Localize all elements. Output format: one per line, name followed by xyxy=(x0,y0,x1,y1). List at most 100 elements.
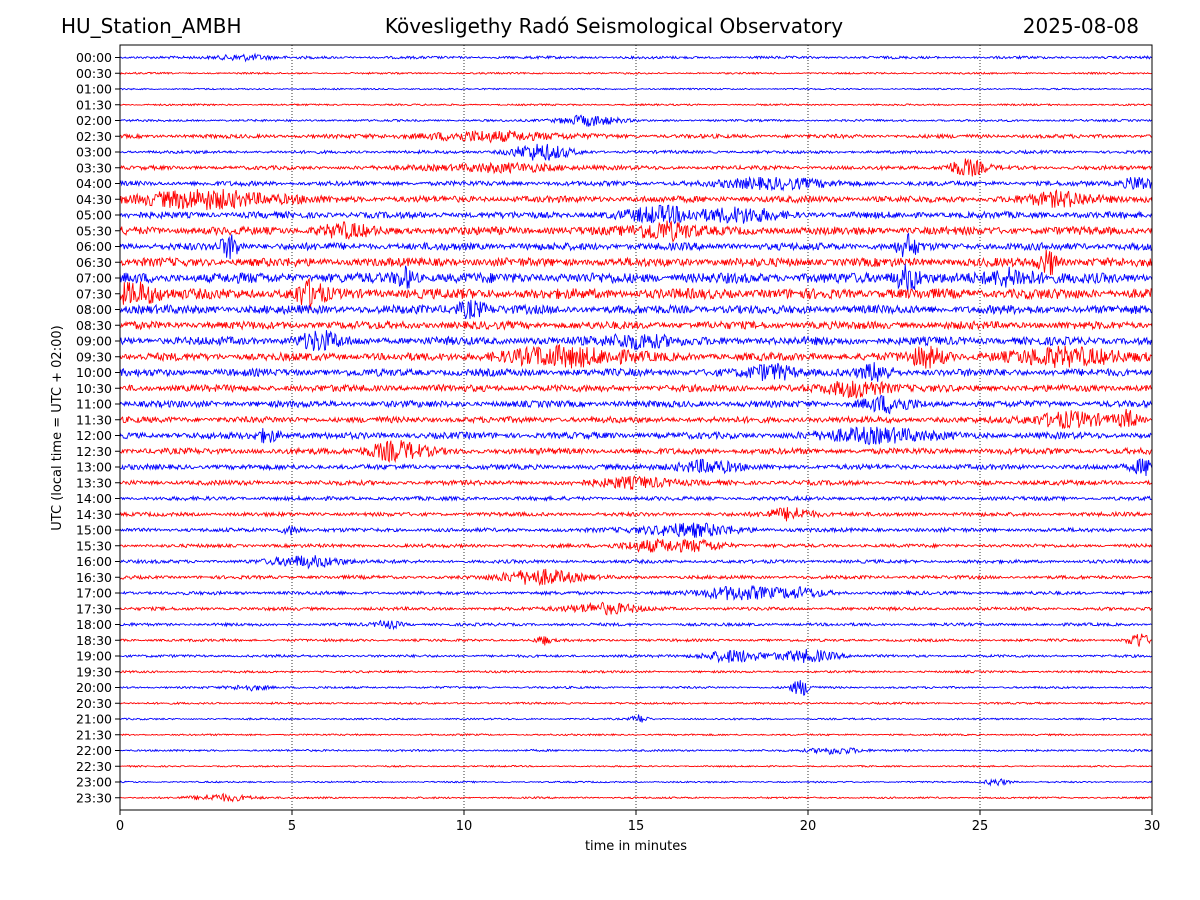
y-tick-label: 10:30 xyxy=(76,381,112,396)
y-tick-label: 23:30 xyxy=(76,790,112,805)
y-tick-label: 23:00 xyxy=(76,775,112,790)
x-tick-label: 25 xyxy=(972,819,989,834)
trace-line xyxy=(119,669,1153,674)
y-tick-label: 21:00 xyxy=(76,712,112,727)
trace-line xyxy=(119,408,1153,429)
y-tick-label: 15:30 xyxy=(76,538,112,553)
x-tick-label: 20 xyxy=(800,819,817,834)
y-tick-label: 14:30 xyxy=(76,507,112,522)
y-tick-label: 20:00 xyxy=(76,680,112,695)
trace-line xyxy=(119,380,1153,399)
y-tick-label: 13:30 xyxy=(76,475,112,490)
trace-line xyxy=(119,158,1153,177)
trace-line xyxy=(120,494,1153,502)
trace-line xyxy=(119,175,1153,192)
trace-line xyxy=(119,188,1153,211)
trace-line xyxy=(119,633,1153,647)
trace-line xyxy=(119,714,1153,723)
y-tick-label: 15:00 xyxy=(76,523,112,538)
trace-line xyxy=(119,507,1153,522)
y-tick-label: 00:00 xyxy=(76,50,112,65)
trace-line xyxy=(119,701,1153,706)
observatory-title: Kövesligethy Radó Seismological Observat… xyxy=(384,14,844,38)
y-tick-label: 06:30 xyxy=(76,255,112,270)
trace-line xyxy=(119,440,1153,464)
x-axis-label: time in minutes xyxy=(585,839,687,854)
x-axis: 0 5 10 15 20 25 30 xyxy=(116,810,1160,834)
trace-line xyxy=(119,263,1153,292)
y-tick-label: 09:00 xyxy=(76,334,112,349)
y-tick-label: 07:00 xyxy=(76,271,112,286)
trace-line xyxy=(119,747,1153,755)
y-tick-label: 11:00 xyxy=(76,397,112,412)
trace-line xyxy=(119,601,1153,616)
y-tick-label: 04:30 xyxy=(76,192,112,207)
y-tick-label: 18:30 xyxy=(76,633,112,648)
y-tick-label: 19:30 xyxy=(76,664,112,679)
trace-line xyxy=(119,538,1153,553)
record-date: 2025-08-08 xyxy=(1022,14,1139,38)
y-tick-label: 01:30 xyxy=(76,97,112,112)
y-tick-label: 21:30 xyxy=(76,727,112,742)
y-tick-label: 05:30 xyxy=(76,223,112,238)
y-tick-label: 16:30 xyxy=(76,570,112,585)
trace-line xyxy=(119,680,1153,696)
trace-line xyxy=(119,585,1153,601)
trace-line xyxy=(119,343,1153,369)
seismic-traces xyxy=(119,52,1153,803)
y-tick-label: 18:00 xyxy=(76,617,112,632)
trace-line xyxy=(119,555,1153,570)
x-tick-label: 15 xyxy=(628,819,645,834)
trace-line xyxy=(119,143,1153,161)
y-tick-label: 22:00 xyxy=(76,743,112,758)
trace-line xyxy=(119,458,1153,477)
y-tick-label: 17:00 xyxy=(76,586,112,601)
trace-line xyxy=(119,299,1153,320)
trace-line xyxy=(119,648,1153,664)
trace-line xyxy=(119,249,1153,276)
trace-line xyxy=(119,330,1153,352)
trace-line xyxy=(119,426,1152,446)
trace-line xyxy=(119,778,1153,787)
trace-line xyxy=(119,394,1153,415)
y-tick-label: 10:00 xyxy=(76,365,112,380)
y-tick-label: 05:00 xyxy=(76,208,112,223)
y-tick-label: 12:30 xyxy=(76,444,112,459)
y-tick-label: 20:30 xyxy=(76,696,112,711)
trace-line xyxy=(119,619,1153,631)
trace-line xyxy=(119,102,1153,107)
y-tick-label: 08:00 xyxy=(76,302,112,317)
x-tick-label: 10 xyxy=(456,819,473,834)
y-tick-label: 19:00 xyxy=(76,649,112,664)
y-tick-label: 22:30 xyxy=(76,759,112,774)
y-tick-label: 02:30 xyxy=(76,129,112,144)
trace-line xyxy=(119,87,1153,91)
trace-line xyxy=(119,232,1153,260)
y-tick-label: 13:00 xyxy=(76,460,112,475)
trace-line xyxy=(119,52,1153,63)
x-tick-label: 0 xyxy=(116,819,124,834)
y-axis: 00:0000:3001:0001:3002:0002:3003:0003:30… xyxy=(76,50,120,805)
y-tick-label: 03:00 xyxy=(76,145,112,160)
y-tick-label: 14:00 xyxy=(76,491,112,506)
station-name: HU_Station_AMBH xyxy=(61,14,242,38)
trace-line xyxy=(119,114,1153,127)
y-tick-label: 01:00 xyxy=(76,82,112,97)
y-tick-label: 12:00 xyxy=(76,428,112,443)
trace-line xyxy=(119,220,1153,243)
y-tick-label: 04:00 xyxy=(76,176,112,191)
y-tick-label: 09:30 xyxy=(76,349,112,364)
y-tick-label: 02:00 xyxy=(76,113,112,128)
y-tick-label: 08:30 xyxy=(76,318,112,333)
trace-line xyxy=(119,319,1153,331)
trace-line xyxy=(119,522,1153,538)
x-tick-label: 5 xyxy=(288,819,296,834)
trace-line xyxy=(119,764,1153,768)
trace-line xyxy=(119,71,1153,76)
trace-line xyxy=(119,568,1153,587)
trace-line xyxy=(119,204,1153,225)
trace-line xyxy=(119,277,1153,311)
y-tick-label: 06:00 xyxy=(76,239,112,254)
trace-line xyxy=(119,362,1153,382)
